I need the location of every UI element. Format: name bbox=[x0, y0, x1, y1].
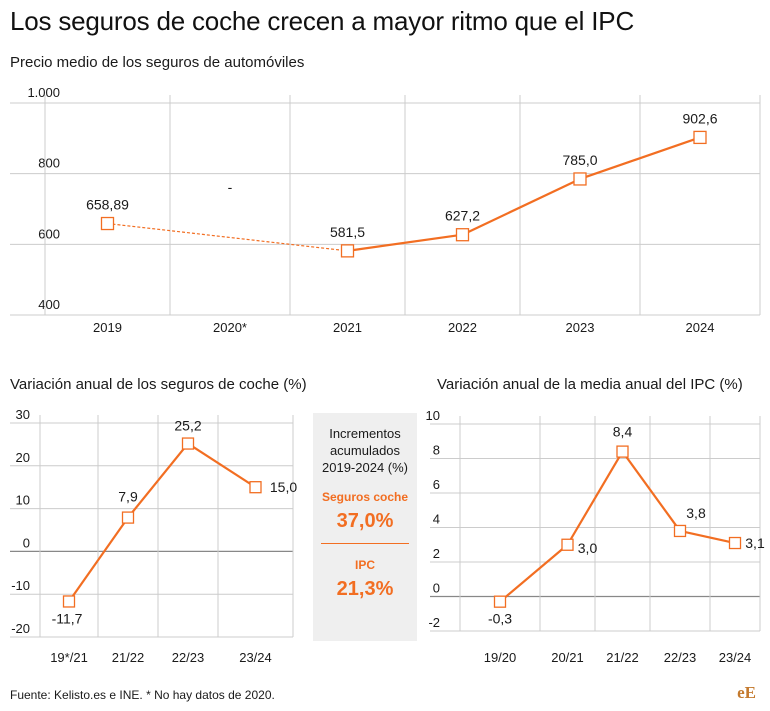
data-label: 627,2 bbox=[445, 208, 480, 224]
data-point bbox=[493, 595, 507, 608]
y-tick-label: 600 bbox=[38, 226, 60, 241]
series-line bbox=[347, 233, 463, 252]
data-point bbox=[121, 511, 135, 524]
y-tick-label: 30 bbox=[16, 407, 30, 422]
series-line bbox=[679, 529, 736, 545]
y-tick-label: -20 bbox=[11, 621, 30, 636]
y-tick-label: 0 bbox=[433, 581, 440, 596]
data-point bbox=[693, 130, 707, 145]
data-point bbox=[455, 228, 470, 242]
series-line bbox=[579, 136, 701, 181]
data-label: 3,1 bbox=[745, 535, 765, 551]
y-tick-label: -10 bbox=[11, 578, 30, 593]
x-tick-label: 21/22 bbox=[112, 650, 145, 665]
x-tick-label: 23/24 bbox=[719, 650, 752, 665]
data-point bbox=[616, 445, 629, 458]
summary-car-value: 37,0% bbox=[336, 510, 394, 532]
top-chart-title: Precio medio de los seguros de automóvil… bbox=[10, 54, 305, 71]
x-tick-label: 23/24 bbox=[239, 650, 272, 665]
y-tick-label: 10 bbox=[426, 408, 440, 423]
data-label: 7,9 bbox=[118, 489, 138, 505]
data-label: 658,89 bbox=[86, 197, 129, 213]
data-label: 3,0 bbox=[578, 540, 598, 556]
data-label: 15,0 bbox=[270, 479, 297, 495]
chart-title: Los seguros de coche crecen a mayor ritm… bbox=[10, 6, 635, 36]
summary-box: Incrementos acumulados 2019-2024 (%) Seg… bbox=[313, 413, 417, 641]
y-tick-label: 10 bbox=[16, 493, 30, 508]
y-tick-label: 8 bbox=[433, 443, 440, 458]
y-tick-label: 0 bbox=[23, 535, 30, 550]
summary-divider bbox=[321, 543, 409, 544]
x-tick-label: 2023 bbox=[566, 320, 595, 335]
data-point bbox=[100, 216, 115, 231]
series-line bbox=[462, 177, 581, 236]
x-tick-label: 22/23 bbox=[172, 650, 205, 665]
x-tick-label: 19*/21 bbox=[50, 650, 88, 665]
y-tick-label: 4 bbox=[433, 512, 440, 527]
summary-ipc-label: IPC bbox=[354, 558, 375, 572]
publisher-logo: eE bbox=[737, 683, 756, 702]
data-label: 25,2 bbox=[174, 418, 201, 434]
y-tick-label: 400 bbox=[38, 297, 60, 312]
data-point bbox=[249, 481, 262, 494]
x-tick-label: 2020* bbox=[213, 320, 247, 335]
x-tick-label: 20/21 bbox=[551, 650, 584, 665]
y-tick-label: -2 bbox=[428, 615, 440, 630]
data-point bbox=[573, 172, 587, 186]
x-tick-label: 2022 bbox=[448, 320, 477, 335]
left-chart-title: Variación anual de los seguros de coche … bbox=[10, 376, 307, 393]
data-label: 581,5 bbox=[330, 224, 365, 240]
summary-ipc-value: 21,3% bbox=[336, 578, 394, 600]
y-tick-label: 800 bbox=[38, 156, 60, 171]
y-tick-label: 20 bbox=[16, 450, 30, 465]
summary-header: Incrementos acumulados 2019-2024 (%) bbox=[322, 426, 408, 475]
y-tick-label: 2 bbox=[433, 546, 440, 561]
data-label: -11,7 bbox=[52, 610, 83, 626]
y-tick-label: 1.000 bbox=[27, 85, 60, 100]
data-label: 8,4 bbox=[613, 424, 633, 440]
data-label: 785,0 bbox=[562, 152, 597, 168]
x-tick-label: 22/23 bbox=[664, 650, 697, 665]
series-line bbox=[187, 442, 257, 489]
data-point bbox=[728, 536, 742, 550]
data-label: 902,6 bbox=[682, 110, 717, 126]
series-line bbox=[127, 442, 189, 519]
data-label: -0,3 bbox=[488, 611, 512, 627]
data-point bbox=[561, 538, 574, 551]
data-point bbox=[181, 437, 195, 450]
series-line bbox=[621, 450, 681, 532]
y-tick-label: 6 bbox=[433, 477, 440, 492]
x-tick-label: 2019 bbox=[93, 320, 122, 335]
series-line bbox=[499, 543, 569, 603]
right-chart-title: Variación anual de la media anual del IP… bbox=[437, 376, 743, 393]
x-tick-label: 2024 bbox=[686, 320, 715, 335]
series-line bbox=[566, 451, 624, 546]
x-tick-label: 21/22 bbox=[606, 650, 639, 665]
x-tick-label: 19/20 bbox=[484, 650, 517, 665]
x-tick-label: 2021 bbox=[333, 320, 362, 335]
data-point bbox=[340, 244, 355, 258]
data-point bbox=[673, 524, 687, 538]
data-label: 3,8 bbox=[686, 505, 706, 521]
source-note: Fuente: Kelisto.es e INE. * No hay datos… bbox=[10, 688, 275, 702]
series-line bbox=[107, 222, 348, 252]
series-line bbox=[68, 516, 129, 603]
summary-car-label: Seguros coche bbox=[321, 490, 409, 504]
data-label: - bbox=[228, 179, 233, 195]
data-point bbox=[62, 595, 76, 608]
